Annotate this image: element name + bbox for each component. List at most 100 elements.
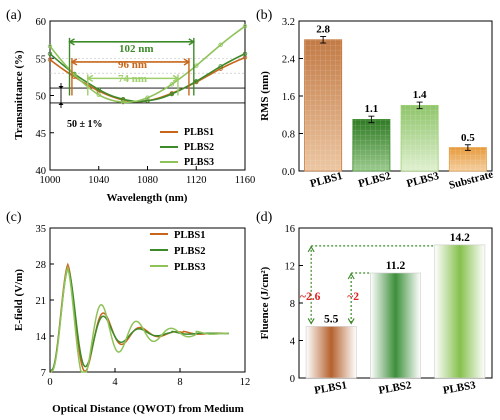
a-marker xyxy=(218,64,223,69)
c-ytick-label: 7 xyxy=(41,368,46,379)
d-category-label: PLBS3 xyxy=(442,379,477,397)
a-marker xyxy=(120,100,126,105)
panel-label-b: (b) xyxy=(256,8,273,23)
a-marker xyxy=(242,51,248,56)
a-marker xyxy=(96,92,101,97)
b-bar-texture xyxy=(449,147,487,171)
d-diff-label: ~2 xyxy=(347,291,359,303)
c-ytick-label: 28 xyxy=(36,260,47,271)
b-bar-texture xyxy=(401,105,439,171)
d-bar-PLBS3 xyxy=(434,244,486,379)
c-xlabel: Optical Distance (QWOT) from Medium xyxy=(52,403,244,415)
a-bw-label-orange: 96 nm xyxy=(118,59,147,71)
c-ytick-label: 21 xyxy=(36,296,47,307)
panel-b-rms: 0.0 0.8 1.6 2.4 3.2 2.8 PLBS1 1.1 PLBS2 1.4 PLBS3… xyxy=(259,17,495,192)
a-xtick-label: 1080 xyxy=(137,175,158,186)
a-ytick-label: 60 xyxy=(36,17,47,28)
d-ytick-label: 4 xyxy=(290,337,296,348)
a-legend: PLBS1 PLBS2 PLBS3 xyxy=(160,127,214,168)
c-series-PLBS1 xyxy=(50,262,229,373)
d-value-label: 5.5 xyxy=(324,313,339,325)
a-xtick-label: 1000 xyxy=(40,175,61,186)
b-category-label: PLBS3 xyxy=(405,170,440,190)
d-category-label: PLBS2 xyxy=(378,379,413,397)
b-category-label: PLBS2 xyxy=(357,170,392,190)
d-ytick-label: 8 xyxy=(290,299,295,310)
b-value-label: 0.5 xyxy=(461,132,475,144)
c-xtick-label: 12 xyxy=(240,377,251,388)
d-guide-arrowhead xyxy=(307,318,315,325)
b-bar-texture xyxy=(352,119,390,171)
d-bar-PLBS2 xyxy=(370,272,421,379)
a-range-label: 50 ± 1% xyxy=(67,119,103,130)
c-ylabel: E-field (V/m) xyxy=(13,269,25,331)
a-legend-plbs3: PLBS3 xyxy=(184,157,214,168)
c-legend: PLBS1 PLBS2 PLBS3 xyxy=(150,230,206,273)
a-marker xyxy=(47,51,53,56)
a-ylabel: Transmittance (%) xyxy=(13,50,25,140)
c-legend-plbs2: PLBS2 xyxy=(174,246,206,257)
a-xtick-label: 1040 xyxy=(88,175,109,186)
c-series-PLBS3 xyxy=(50,265,229,373)
c-xtick-label: 8 xyxy=(177,377,182,388)
a-marker xyxy=(242,24,248,29)
a-marker xyxy=(218,42,223,48)
a-xtick-label: 1160 xyxy=(235,175,256,186)
a-series-PLBS3 xyxy=(49,25,246,104)
b-ytick-label: 0.8 xyxy=(282,130,295,141)
panel-label-c: (c) xyxy=(6,210,22,225)
a-xlabel: Wavelength (nm) xyxy=(107,192,188,204)
a-range-arrowhead xyxy=(58,101,64,105)
a-xtick-label: 1120 xyxy=(186,175,207,186)
b-category-label: PLBS1 xyxy=(309,170,344,190)
panel-label-a: (a) xyxy=(6,8,22,23)
c-ytick-label: 35 xyxy=(36,224,47,235)
d-value-label: 14.2 xyxy=(450,232,470,244)
b-ylabel: RMS (nm) xyxy=(259,71,271,121)
panel-d-fluence: 0 4 8 12 16 5.5 PLBS1 11.2 PLBS2 14.2 PLBS3 ~2.6 ~… xyxy=(259,224,493,397)
b-ytick-label: 0.0 xyxy=(282,167,295,178)
c-legend-plbs1: PLBS1 xyxy=(174,230,206,241)
b-ytick-label: 1.6 xyxy=(282,92,295,103)
d-guide-arrowhead xyxy=(347,318,355,325)
a-marker xyxy=(120,97,126,102)
a-legend-plbs1: PLBS1 xyxy=(184,127,214,138)
c-ytick-label: 14 xyxy=(36,332,47,343)
d-ylabel: Fluence (J/cm²) xyxy=(259,266,271,339)
d-diff-label: ~2.6 xyxy=(300,291,321,303)
panel-c-efield: 0 4 8 12 7 14 21 28 35 E-field (V/m) Optical Dis… xyxy=(13,224,250,415)
d-bar-PLBS1 xyxy=(305,326,357,379)
a-marker xyxy=(169,82,175,87)
d-guide-arrowhead xyxy=(307,245,315,253)
d-ytick-label: 16 xyxy=(285,224,296,235)
c-xtick-label: 4 xyxy=(112,377,118,388)
a-bw-label-green: 102 nm xyxy=(119,43,154,55)
b-value-label: 1.4 xyxy=(413,89,427,101)
d-category-label: PLBS1 xyxy=(313,379,348,397)
b-value-label: 1.1 xyxy=(365,103,379,115)
c-xtick-label: 0 xyxy=(47,377,52,388)
a-marker xyxy=(47,44,53,49)
a-ytick-label: 45 xyxy=(36,129,47,140)
a-bw-label-light: 74 nm xyxy=(118,73,147,85)
a-marker xyxy=(145,98,150,103)
d-guide-arrowhead xyxy=(347,272,355,280)
b-bar-texture xyxy=(304,39,342,171)
panel-a-transmittance: 1000 1040 1080 1120 1160 40 45 50 55 60 Transmitt… xyxy=(13,17,255,204)
b-ytick-label: 2.4 xyxy=(282,55,296,66)
b-value-label: 2.8 xyxy=(316,23,330,35)
a-marker xyxy=(47,57,53,62)
d-ytick-label: 0 xyxy=(290,374,295,385)
c-legend-plbs3: PLBS3 xyxy=(174,262,206,273)
a-marker xyxy=(169,91,175,97)
a-ytick-label: 40 xyxy=(36,166,47,177)
a-series-PLBS2 xyxy=(49,53,246,103)
a-marker xyxy=(96,87,101,92)
a-range-arrowhead xyxy=(58,86,64,90)
a-ytick-label: 55 xyxy=(36,54,47,65)
c-series-PLBS2 xyxy=(50,266,229,371)
d-value-label: 11.2 xyxy=(386,260,406,272)
b-category-label: Substrate xyxy=(448,168,495,191)
a-ytick-label: 50 xyxy=(36,92,47,103)
